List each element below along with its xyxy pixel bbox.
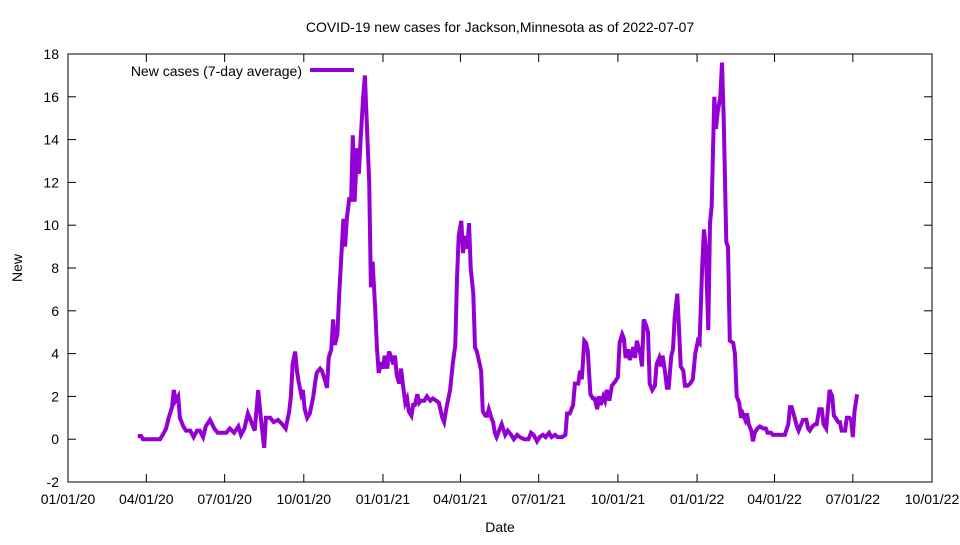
x-tick-label: 10/01/20 (277, 491, 332, 507)
y-tick-label: 2 (51, 388, 59, 404)
x-tick-label: 04/01/21 (433, 491, 488, 507)
x-tick-label: 10/01/22 (905, 491, 960, 507)
y-axis-label: New (9, 253, 25, 282)
y-tick-label: 0 (51, 431, 59, 447)
y-tick-label: 14 (43, 132, 59, 148)
x-tick-label: 07/01/22 (826, 491, 881, 507)
y-tick-label: 18 (43, 46, 59, 62)
plot-frame (68, 54, 932, 482)
x-tick-label: 01/01/20 (41, 491, 96, 507)
x-tick-label: 07/01/21 (511, 491, 566, 507)
y-tick-label: -2 (47, 474, 60, 490)
series-line-new-cases (138, 63, 857, 448)
x-tick-label: 07/01/20 (197, 491, 252, 507)
x-tick-label: 04/01/20 (119, 491, 174, 507)
x-tick-label: 01/01/21 (356, 491, 411, 507)
y-tick-label: 8 (51, 260, 59, 276)
x-tick-label: 01/01/22 (670, 491, 725, 507)
y-tick-label: 4 (51, 346, 59, 362)
x-axis-label: Date (485, 519, 515, 535)
y-tick-label: 6 (51, 303, 59, 319)
x-tick-label: 04/01/22 (747, 491, 802, 507)
y-tick-label: 16 (43, 89, 59, 105)
y-tick-label: 12 (43, 174, 59, 190)
y-tick-label: 10 (43, 217, 59, 233)
x-tick-label: 10/01/21 (591, 491, 646, 507)
chart-title: COVID-19 new cases for Jackson,Minnesota… (306, 19, 695, 35)
legend: New cases (7-day average) (131, 63, 354, 79)
legend-label: New cases (7-day average) (131, 63, 302, 79)
